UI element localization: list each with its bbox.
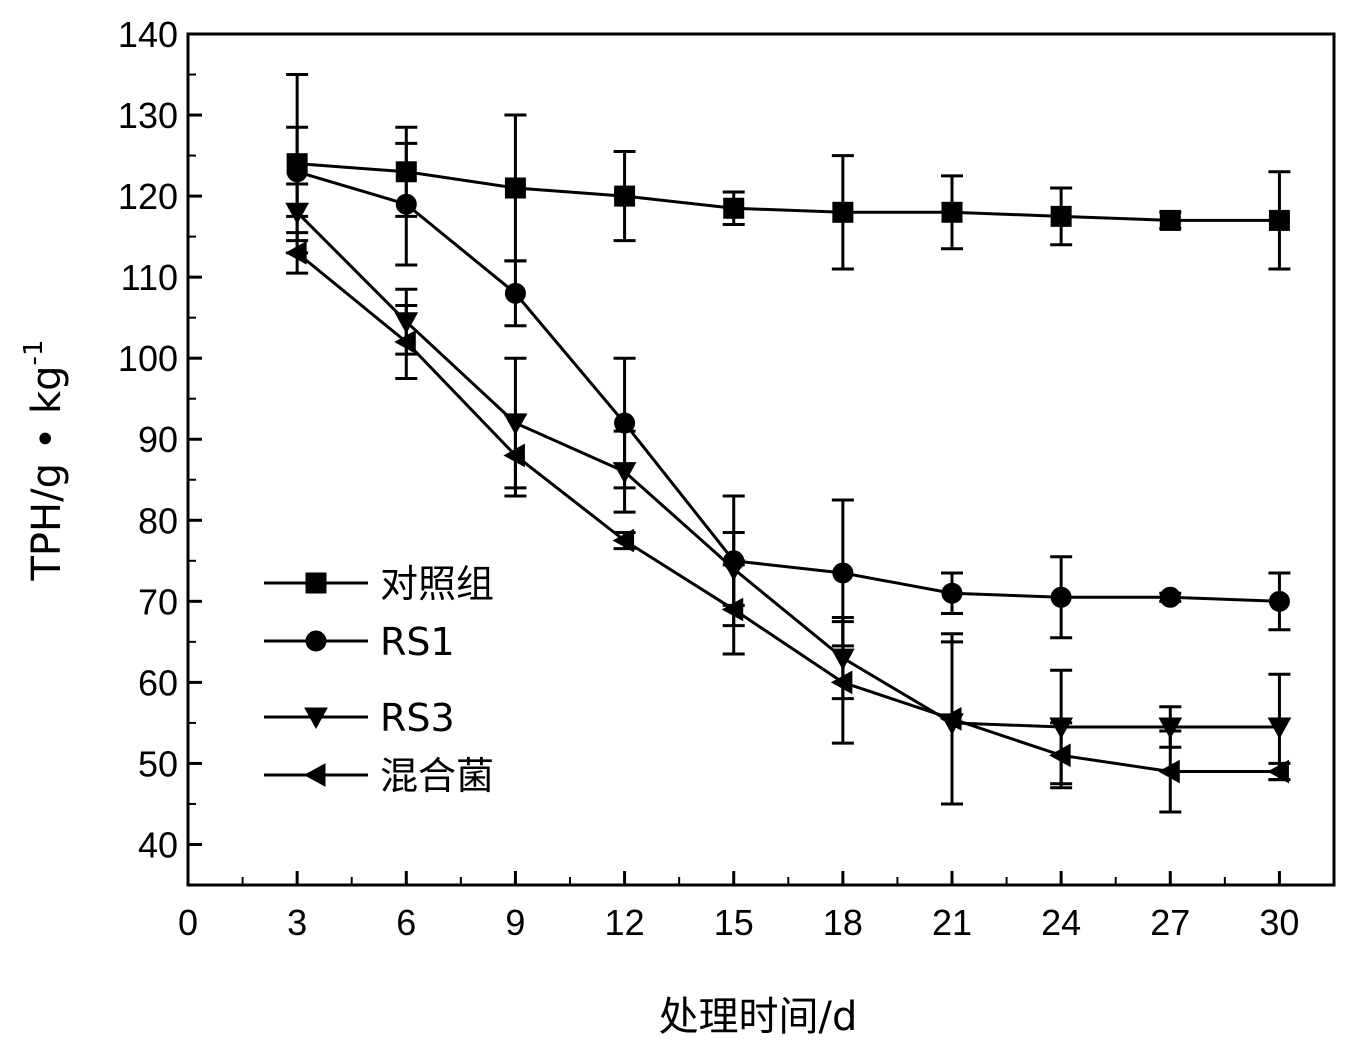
data-point (504, 177, 526, 199)
x-tick-label: 18 (823, 902, 863, 943)
series-line (297, 162, 1280, 222)
legend-label: RS3 (380, 696, 455, 740)
legend-label: 对照组 (380, 562, 494, 606)
x-tick-label: 0 (178, 902, 198, 943)
legend-marker (305, 572, 327, 594)
data-point (1158, 717, 1183, 739)
data-point (1049, 743, 1071, 768)
y-tick-label: 140 (118, 14, 178, 55)
data-point (395, 193, 417, 215)
x-axis-title: 处理时间/d (659, 994, 858, 1040)
x-tick-label: 27 (1150, 902, 1190, 943)
x-tick-label: 6 (396, 902, 416, 943)
y-tick-label: 130 (118, 95, 178, 136)
y-tick-label: 40 (138, 824, 178, 865)
data-point (941, 582, 963, 604)
data-point (1268, 590, 1290, 612)
data-point (1159, 209, 1181, 231)
series-line (296, 170, 1280, 603)
legend-item: RS1 (264, 620, 455, 664)
data-point (723, 197, 745, 219)
x-tick-label: 15 (714, 902, 754, 943)
data-point (285, 240, 307, 265)
series-line (296, 211, 1280, 729)
data-point (504, 282, 526, 304)
data-point (830, 670, 853, 695)
legend-item: 对照组 (264, 562, 494, 606)
x-tick-label: 24 (1041, 902, 1081, 943)
data-point (939, 707, 962, 731)
data-point (1268, 209, 1290, 231)
data-point (394, 330, 416, 354)
data-point (285, 202, 309, 225)
series-1 (286, 73, 1291, 271)
legend: 对照组 RS1 RS3 混合菌 (264, 562, 494, 798)
y-tick-label: 110 (121, 257, 178, 298)
axes: 0 3 6 9 12 15 18 21 24 27 30 40 50 60 70 80 90 100 110 120 1… (118, 14, 1336, 943)
x-tick-label: 12 (605, 902, 645, 943)
data-point (614, 185, 636, 207)
data-point (612, 528, 635, 553)
y-tick-label: 80 (138, 500, 178, 541)
legend-label: RS1 (380, 620, 455, 664)
data-point (941, 201, 963, 223)
data-point (1050, 586, 1072, 608)
y-tick-label: 120 (118, 176, 178, 217)
data-point (1050, 205, 1072, 227)
y-axis-title: TPH/g • kg-1 (19, 339, 70, 581)
data-point (1158, 759, 1180, 784)
y-tick-label: 60 (138, 662, 178, 703)
series-line (296, 251, 1280, 774)
y-tick-label: 90 (138, 419, 178, 460)
data-point (612, 462, 637, 484)
y-axis-title-main: TPH/g • kg (24, 365, 70, 581)
legend-marker (305, 630, 327, 652)
data-point (832, 562, 854, 584)
legend-marker (304, 707, 328, 730)
x-tick-label: 9 (505, 902, 525, 943)
plot-frame (186, 32, 1336, 887)
y-axis-title-superscript: -1 (19, 339, 49, 365)
data-point (721, 597, 744, 622)
legend-label: 混合菌 (380, 754, 494, 798)
y-tick-label: 70 (138, 581, 178, 622)
data-point (1267, 759, 1289, 784)
y-tick-label: 100 (118, 338, 178, 379)
legend-marker (303, 763, 326, 787)
series-4 (285, 231, 1291, 814)
legend-item: RS3 (264, 696, 455, 740)
data-point (286, 161, 308, 183)
data-point (503, 443, 525, 468)
x-tick-label: 3 (287, 902, 307, 943)
data-point (832, 201, 854, 223)
data-point (1267, 717, 1292, 739)
legend-item: 混合菌 (264, 754, 494, 798)
data-point (1159, 586, 1181, 608)
x-tick-label: 30 (1259, 902, 1299, 943)
x-tick-label: 21 (932, 902, 972, 943)
plot-area (285, 73, 1292, 814)
y-tick-label: 50 (138, 743, 178, 784)
